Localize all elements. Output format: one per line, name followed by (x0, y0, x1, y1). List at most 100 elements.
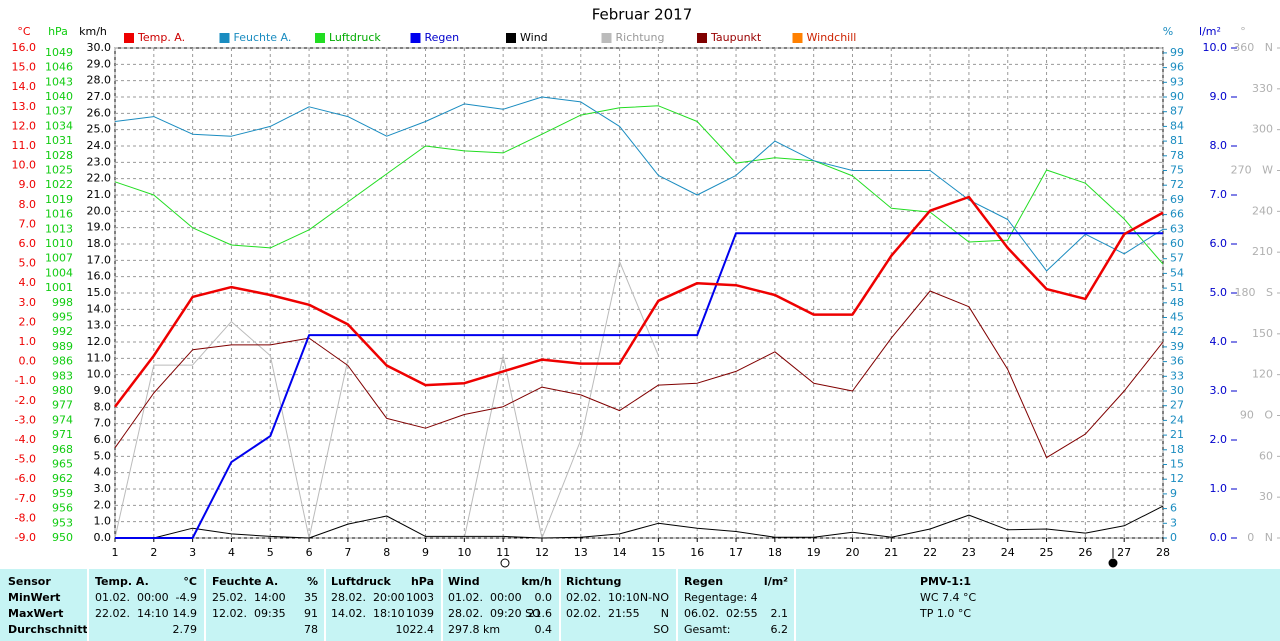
x-tick-label: 5 (267, 546, 274, 559)
y-tick-label: 7.0 (19, 217, 37, 230)
y-tick-label: 90 (1170, 90, 1184, 103)
cell-text: 12.02. 09:35 (212, 607, 286, 620)
x-tick-label: 12 (535, 546, 549, 559)
y-tick-label: 14.0 (12, 80, 37, 93)
y-tick-label: 60 (1259, 449, 1273, 462)
chart-title: Februar 2017 (592, 6, 693, 24)
y-tick-label: 956 (52, 502, 73, 515)
y-tick-label: 0 N (1247, 531, 1273, 544)
legend-swatch (697, 33, 707, 43)
y-tick-label: 11.0 (87, 351, 112, 364)
cell-text: 297.8 km (448, 623, 500, 636)
y-tick-label: 1031 (45, 134, 73, 147)
x-tick-label: 14 (613, 546, 627, 559)
x-tick-label: 2 (150, 546, 157, 559)
cell-text: 28.02. 20:00 (331, 591, 405, 604)
y-tick-label: 965 (52, 458, 73, 471)
axis-unit: ° (1240, 25, 1246, 38)
y-tick-label: 980 (52, 384, 73, 397)
y-tick-label: 9.0 (94, 384, 112, 397)
cell-value: N-NO (640, 591, 669, 604)
column-unit: hPa (411, 575, 434, 588)
cell-text: 02.02. 10:10 (566, 591, 640, 604)
y-tick-label: 15.0 (12, 61, 37, 74)
y-tick-label: 959 (52, 487, 73, 500)
y-tick-label: 99 (1170, 46, 1184, 59)
legend-swatch (410, 33, 421, 43)
x-tick-label: 9 (422, 546, 429, 559)
column-unit: °C (183, 575, 197, 588)
y-tick-label: 11.0 (12, 139, 37, 152)
x-tick-label: 1 (112, 546, 119, 559)
y-tick-label: -1.0 (15, 374, 36, 387)
x-tick-label: 3 (189, 546, 196, 559)
y-tick-label: 96 (1170, 61, 1184, 74)
legend-swatch (601, 33, 612, 43)
y-tick-label: 953 (52, 516, 73, 529)
y-tick-label: -8.0 (15, 511, 36, 524)
legend-label: Wind (520, 31, 548, 44)
y-tick-label: 36 (1170, 355, 1184, 368)
cell-text: 06.02. 02:55 (684, 607, 758, 620)
y-tick-label: 1.0 (1210, 482, 1228, 495)
x-tick-label: 13 (574, 546, 588, 559)
legend-label: Luftdruck (329, 31, 381, 44)
y-tick-label: 69 (1170, 193, 1184, 206)
column-title: Luftdruck (331, 575, 392, 588)
moon-symbol (1108, 558, 1118, 568)
y-tick-label: 25.0 (87, 123, 112, 136)
legend-label: Taupunkt (710, 31, 762, 44)
y-tick-label: 22.0 (87, 172, 112, 185)
x-tick-label: 26 (1078, 546, 1092, 559)
y-tick-label: 21.0 (87, 188, 112, 201)
column-unit: l/m² (764, 575, 788, 588)
cell-text: Gesamt: (684, 623, 731, 636)
cell-value: 1022.4 (396, 623, 435, 636)
y-tick-label: 1019 (45, 193, 73, 206)
y-tick-label: 16.0 (87, 270, 112, 283)
cell-text: 22.02. 14:10 (95, 607, 169, 620)
y-tick-label: 180 S (1235, 286, 1273, 299)
y-tick-label: 9.0 (19, 178, 37, 191)
cell-value: SO (653, 623, 669, 636)
y-tick-label: 16.0 (12, 41, 37, 54)
x-tick-label: 10 (457, 546, 471, 559)
y-tick-label: 3 (1170, 516, 1177, 529)
x-tick-label: 24 (1001, 546, 1015, 559)
y-tick-label: 14.0 (87, 302, 112, 315)
y-tick-label: 0.0 (19, 355, 37, 368)
cell-text: WC 7.4 °C (920, 591, 977, 604)
y-tick-label: 45 (1170, 311, 1184, 324)
y-tick-label: 93 (1170, 75, 1184, 88)
y-tick-label: 330 (1252, 82, 1273, 95)
y-tick-label: 9.0 (1210, 90, 1228, 103)
y-tick-label: 3.0 (94, 482, 112, 495)
cell-value: -4.9 (176, 591, 197, 604)
cell-value: 78 (304, 623, 318, 636)
stats-background (0, 569, 1280, 641)
cell-value: 35 (304, 591, 318, 604)
y-tick-label: -9.0 (15, 531, 36, 544)
cell-value: 2.79 (173, 623, 198, 636)
y-tick-label: 971 (52, 428, 73, 441)
y-tick-label: 13.0 (87, 319, 112, 332)
y-tick-label: 240 (1252, 204, 1273, 217)
y-tick-label: 10.0 (87, 368, 112, 381)
y-tick-label: 360 N (1233, 41, 1273, 54)
series-line (114, 195, 1164, 408)
cell-value: 21.6 (528, 607, 553, 620)
cell-value: 0.4 (535, 623, 553, 636)
y-tick-label: 210 (1252, 245, 1273, 258)
column-title: Feuchte A. (212, 575, 278, 588)
axis-unit: % (1163, 25, 1173, 38)
y-tick-label: 1040 (45, 90, 73, 103)
y-tick-label: 30.0 (87, 41, 112, 54)
y-tick-label: 12 (1170, 472, 1184, 485)
cell-text: 28.02. 09:20 SO (448, 607, 541, 620)
y-tick-label: 5.0 (94, 449, 112, 462)
cell-value: 6.2 (771, 623, 789, 636)
y-tick-label: 4.0 (94, 466, 112, 479)
series-line (115, 505, 1164, 539)
column-title: Wind (448, 575, 480, 588)
y-tick-label: 983 (52, 369, 73, 382)
